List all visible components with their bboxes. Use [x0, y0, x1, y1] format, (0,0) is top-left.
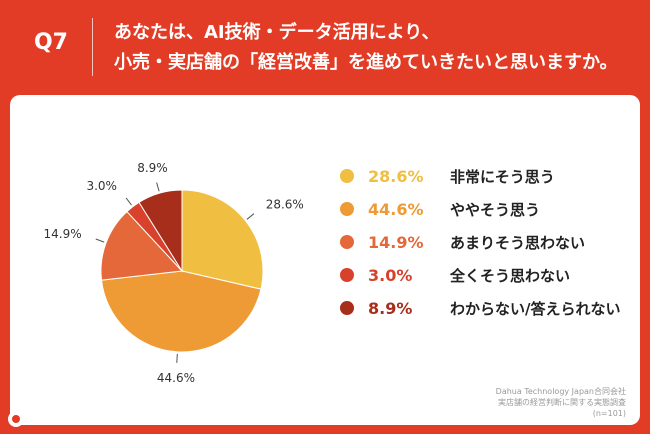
- chart-panel: 28.6% 44.6% 14.9% 3.0% 8.9% 28.6% 非常にそう思う 44.6…: [10, 95, 640, 425]
- legend-value-4: 3.0%: [368, 265, 413, 285]
- legend-swatch-5: [340, 301, 354, 315]
- header-divider: [92, 18, 93, 76]
- question-number: Q7: [33, 30, 68, 55]
- legend-item-5: 8.9% わからない/答えられない: [340, 297, 630, 319]
- slice-value-label-2: 44.6%: [157, 371, 195, 385]
- pie-slice-1: [181, 189, 264, 290]
- legend-item-3: 14.9% あまりそう思わない: [340, 231, 630, 253]
- source-line-3: (n=101): [592, 409, 626, 418]
- legend-label-4: 全くそう思わない: [450, 266, 571, 285]
- slice-value-label-3: 14.9%: [44, 227, 82, 241]
- legend-label-2: ややそう思う: [450, 200, 541, 219]
- legend-item-4: 3.0% 全くそう思わない: [340, 264, 630, 286]
- legend-swatch-1: [340, 169, 354, 183]
- source-line-1: Dahua Technology Japan合同会社: [495, 387, 626, 396]
- brand-name: リサピー: [27, 413, 80, 428]
- slice-value-label-4: 3.0%: [86, 179, 117, 193]
- legend-label-5: わからない/答えられない: [450, 299, 621, 318]
- leader-line-5: [156, 182, 160, 192]
- question-text: あなたは、AI技術・データ活用により、 小売・実店舗の「経営改善」を進めていきた…: [114, 18, 640, 78]
- source-line-2: 実店舗の経営判断に関する実態調査: [498, 398, 626, 407]
- legend-label-1: 非常にそう思う: [450, 167, 555, 186]
- source-note: Dahua Technology Japan合同会社 実店舗の経営判断に関する実…: [496, 386, 626, 419]
- leader-line-2: [176, 353, 178, 363]
- pie-chart: 28.6% 44.6% 14.9% 3.0% 8.9%: [44, 161, 304, 385]
- slice-value-label-5: 8.9%: [137, 161, 168, 175]
- legend-value-5: 8.9%: [368, 298, 413, 318]
- legend-value-1: 28.6%: [368, 166, 424, 186]
- leader-line-3: [95, 238, 105, 243]
- legend-swatch-3: [340, 235, 354, 249]
- brand-mark-icon: [8, 410, 24, 427]
- question-header: Q7 あなたは、AI技術・データ活用により、 小売・実店舗の「経営改善」を進めて…: [0, 0, 650, 92]
- legend-value-3: 14.9%: [368, 232, 424, 252]
- legend-swatch-2: [340, 202, 354, 216]
- legend-value-2: 44.6%: [368, 199, 424, 219]
- pie-slice-3: [100, 210, 184, 281]
- legend-item-1: 28.6% 非常にそう思う: [340, 165, 630, 187]
- brand-logo: リサピー: [8, 409, 79, 428]
- leader-line-1: [246, 213, 255, 220]
- legend: 28.6% 非常にそう思う 44.6% ややそう思う 14.9% あまりそう思わない 3.0…: [340, 165, 630, 330]
- leader-line-4: [125, 197, 132, 206]
- pie-slice-2: [100, 270, 262, 353]
- pie-slice-5: [138, 189, 183, 273]
- question-line-1: あなたは、AI技術・データ活用により、: [114, 22, 440, 43]
- legend-label-3: あまりそう思わない: [450, 233, 586, 252]
- legend-swatch-4: [340, 268, 354, 282]
- question-line-2: 小売・実店舗の「経営改善」を進めていきたいと思いますか。: [114, 52, 618, 73]
- slice-value-label-1: 28.6%: [266, 197, 304, 211]
- legend-item-2: 44.6% ややそう思う: [340, 198, 630, 220]
